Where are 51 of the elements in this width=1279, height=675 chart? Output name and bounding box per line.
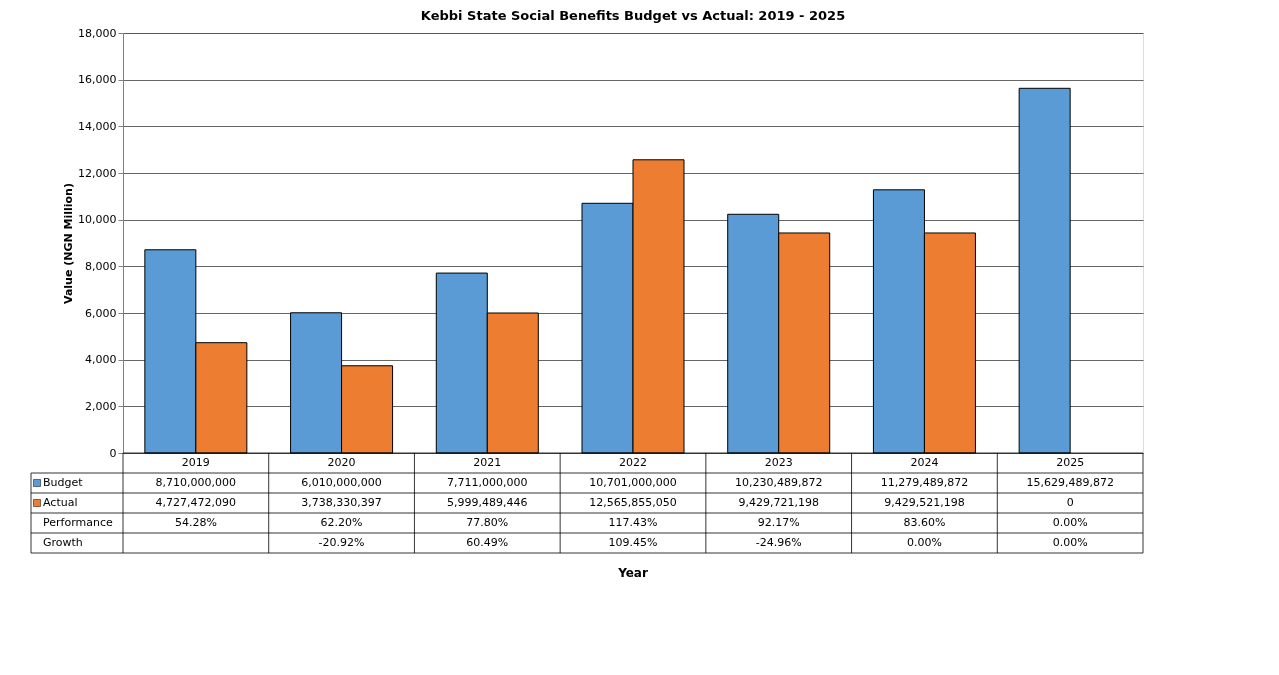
text: 15,629,489,872 bbox=[1026, 476, 1114, 489]
x-tick-label: 2019 bbox=[181, 456, 210, 469]
x-tick-label: 2025 bbox=[1056, 456, 1085, 469]
text: 11,279,489,872 bbox=[880, 476, 969, 489]
chart-title: Kebbi State Social Benefits Budget vs Actual: 2019 - 2025 bbox=[420, 8, 846, 23]
y-tick-label: 10,000 bbox=[78, 213, 117, 227]
text: 0 bbox=[1066, 496, 1074, 509]
text: 3,738,330,397 bbox=[301, 496, 382, 509]
y-tick-label: 6,000 bbox=[85, 306, 117, 320]
text: 8,710,000,000 bbox=[155, 476, 237, 489]
y-tick-label: 8,000 bbox=[85, 259, 117, 273]
text: 4,727,472,090 bbox=[155, 496, 237, 509]
text: 77.80% bbox=[466, 516, 509, 529]
text: 54.28% bbox=[174, 516, 217, 529]
x-tick-label: 2023 bbox=[764, 456, 793, 469]
text: Performance bbox=[43, 516, 113, 529]
text: 109.45% bbox=[608, 536, 658, 549]
y-tick-label: 16,000 bbox=[78, 73, 117, 87]
x-tick-label: 2024 bbox=[910, 456, 939, 469]
y-tick-label: 0 bbox=[109, 446, 117, 460]
y-tick-label: 12,000 bbox=[78, 166, 117, 180]
legend-label: Budget bbox=[43, 476, 84, 489]
y-tick-label: 14,000 bbox=[78, 119, 117, 133]
text: 5,999,489,446 bbox=[447, 496, 528, 509]
y-tick-label: 4,000 bbox=[85, 353, 117, 367]
text: 117.43% bbox=[608, 516, 658, 529]
text: 62.20% bbox=[320, 516, 363, 529]
text: -24.96% bbox=[755, 536, 802, 549]
x-tick-label: 2021 bbox=[473, 456, 502, 469]
text: 0.00% bbox=[906, 536, 942, 549]
text: 10,701,000,000 bbox=[589, 476, 677, 489]
y-axis-title: Value (NGN Million) bbox=[62, 183, 76, 304]
text: 9,429,521,198 bbox=[884, 496, 965, 509]
text: 12,565,855,050 bbox=[589, 496, 677, 509]
text: 6,010,000,000 bbox=[301, 476, 382, 489]
text: 92.17% bbox=[757, 516, 800, 529]
legend-label: Actual bbox=[43, 496, 78, 509]
text: 0.00% bbox=[1052, 516, 1088, 529]
text: 0.00% bbox=[1052, 536, 1088, 549]
y-tick-label: 18,000 bbox=[78, 26, 117, 40]
text: -20.92% bbox=[318, 536, 365, 549]
x-tick-label: 2020 bbox=[327, 456, 356, 469]
text: 9,429,721,198 bbox=[738, 496, 819, 509]
text: 10,230,489,872 bbox=[734, 476, 823, 489]
text: 83.60% bbox=[903, 516, 946, 529]
y-tick-label: 2,000 bbox=[85, 399, 117, 413]
text: 7,711,000,000 bbox=[447, 476, 528, 489]
text: 60.49% bbox=[466, 536, 509, 549]
text: Growth bbox=[43, 536, 83, 549]
x-tick-label: 2022 bbox=[619, 456, 647, 469]
text: Year bbox=[617, 566, 648, 580]
